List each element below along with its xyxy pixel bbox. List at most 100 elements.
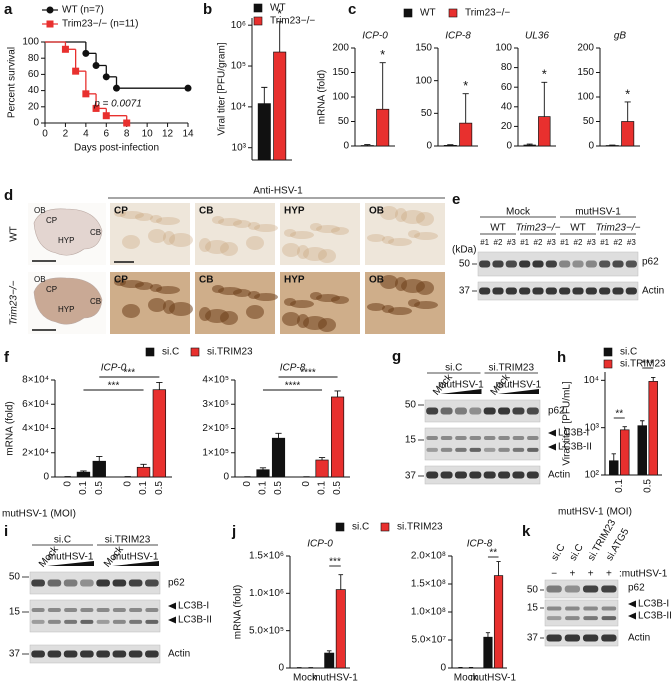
significance: *: [625, 86, 630, 101]
y-tick-label: 1×10⁵: [202, 447, 229, 458]
band-arrow: [548, 429, 556, 437]
y-tick-label: 0: [440, 663, 446, 674]
error-bar: [447, 144, 454, 146]
band: [440, 407, 453, 415]
band: [612, 260, 624, 268]
panel-letter: k: [522, 523, 531, 540]
x-tick-label: 14: [182, 129, 194, 140]
y-axis-label: Viral titer [PFU/gram]: [217, 42, 228, 135]
group-label: si.TRIM23: [488, 363, 534, 374]
band: [31, 619, 45, 624]
micrograph-label: CB: [199, 206, 213, 217]
x-tick-label: 0: [62, 481, 73, 487]
band: [31, 650, 45, 658]
band: [479, 287, 491, 295]
group-label: Mock: [506, 207, 531, 218]
band: [426, 407, 439, 415]
group-label: mutHSV-1: [575, 207, 621, 218]
x-axis-label: mutHSV-1 (MOI): [558, 507, 632, 518]
band: [145, 608, 159, 612]
blot-strip: [29, 599, 161, 633]
band: [564, 585, 581, 593]
y-tick-label: 0: [43, 472, 49, 483]
unit-label: (kDa): [452, 245, 476, 256]
mw-marker: 37: [459, 286, 471, 297]
y-tick-label: 3×10⁵: [202, 399, 229, 410]
chart-title: ICP-8: [467, 539, 493, 550]
y-tick-label: 0: [223, 472, 229, 483]
brain-section: [33, 277, 103, 325]
band: [63, 579, 78, 587]
band: [96, 650, 110, 658]
band: [564, 634, 581, 642]
y-tick-label: 1.0×10⁸: [411, 607, 446, 618]
band: [583, 606, 598, 611]
stain: [120, 211, 144, 219]
blot-strip: [424, 427, 541, 461]
band: [519, 287, 531, 295]
band-label: Actin: [168, 649, 190, 660]
band-arrow: [168, 602, 176, 610]
y-tick-label: 0: [426, 141, 432, 152]
band: [546, 616, 562, 621]
band: [440, 447, 453, 452]
lane-label: #3: [627, 238, 636, 247]
legend-swatch: [253, 3, 263, 13]
y-tick-label: 8×10⁴: [22, 375, 49, 386]
chart-title: gB: [614, 31, 627, 42]
bar: [257, 103, 271, 161]
bar: [331, 396, 345, 478]
legend-label: si.C: [162, 347, 179, 358]
band: [129, 619, 143, 624]
bar: [315, 459, 329, 478]
error-bar: [496, 561, 501, 576]
band: [572, 260, 584, 268]
stain: [156, 217, 180, 225]
y-tick-label: 50: [338, 116, 350, 127]
y-tick-label: 20: [501, 121, 513, 132]
y-tick-label: 20: [28, 101, 40, 112]
lane-label: si.C: [568, 542, 586, 562]
y-tick-label: 60: [501, 82, 513, 93]
band-label: LC3B-I: [558, 428, 589, 439]
error-bar: [526, 143, 533, 146]
error-bar: [326, 650, 332, 654]
error-bar: [318, 457, 326, 461]
legend-label: Trim23−/−: [270, 16, 315, 27]
y-tick-label: 0: [506, 141, 512, 152]
band: [31, 608, 45, 612]
x-tick-label: 0.1: [258, 481, 269, 495]
lane-label: #3: [547, 238, 556, 247]
blot-strip: [424, 399, 541, 423]
y-tick-label: 50: [421, 108, 433, 119]
legend-swatch: [448, 8, 458, 18]
x-tick-label: 0.5: [642, 479, 653, 493]
band-arrow: [628, 612, 636, 620]
band-label: Actin: [548, 470, 570, 481]
band-label: p62: [628, 583, 645, 594]
x-tick-label: 10: [142, 129, 154, 140]
band: [469, 407, 482, 415]
treatment-label: +: [569, 569, 575, 580]
region-label: CB: [90, 228, 101, 237]
bar: [152, 389, 167, 478]
band-label: LC3B-II: [638, 611, 672, 622]
mw-marker: 50: [459, 259, 471, 270]
y-tick-label: 100: [495, 43, 512, 54]
y-axis-label: mRNA (fold): [233, 585, 244, 639]
micrograph-label: CP: [114, 206, 128, 217]
y-axis-label: Percent survival: [7, 47, 18, 118]
y-tick-label: 150: [332, 67, 349, 78]
band: [483, 407, 496, 415]
band: [64, 619, 78, 624]
band: [426, 471, 439, 479]
legend-label: si.C: [352, 522, 369, 533]
stain: [310, 223, 322, 231]
y-tick-label: 4×10⁴: [22, 423, 49, 434]
y-tick-label: 2×10⁵: [202, 423, 229, 434]
legend-swatch: [253, 16, 263, 26]
lane-label: #2: [614, 238, 623, 247]
band: [112, 579, 127, 587]
micrograph: [110, 203, 190, 265]
